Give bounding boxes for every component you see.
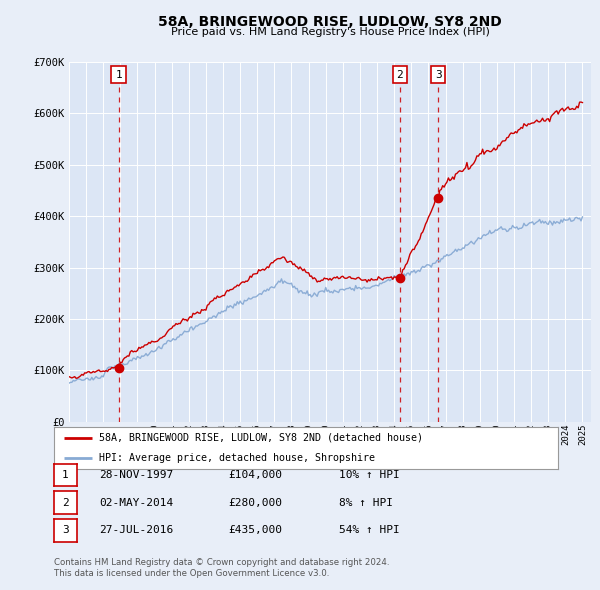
Text: 3: 3 [435, 70, 442, 80]
Text: 1: 1 [62, 470, 69, 480]
Text: Contains HM Land Registry data © Crown copyright and database right 2024.: Contains HM Land Registry data © Crown c… [54, 558, 389, 567]
Text: This data is licensed under the Open Government Licence v3.0.: This data is licensed under the Open Gov… [54, 569, 329, 578]
Text: 58A, BRINGEWOOD RISE, LUDLOW, SY8 2ND: 58A, BRINGEWOOD RISE, LUDLOW, SY8 2ND [158, 15, 502, 29]
Text: 3: 3 [62, 526, 69, 535]
Text: 58A, BRINGEWOOD RISE, LUDLOW, SY8 2ND (detached house): 58A, BRINGEWOOD RISE, LUDLOW, SY8 2ND (d… [100, 432, 424, 442]
Text: 1: 1 [115, 70, 122, 80]
Text: HPI: Average price, detached house, Shropshire: HPI: Average price, detached house, Shro… [100, 453, 376, 463]
Text: 27-JUL-2016: 27-JUL-2016 [99, 526, 173, 535]
Text: 2: 2 [397, 70, 403, 80]
Text: £280,000: £280,000 [228, 498, 282, 507]
Text: 54% ↑ HPI: 54% ↑ HPI [339, 526, 400, 535]
Text: 8% ↑ HPI: 8% ↑ HPI [339, 498, 393, 507]
Text: 28-NOV-1997: 28-NOV-1997 [99, 470, 173, 480]
Text: £435,000: £435,000 [228, 526, 282, 535]
Text: 2: 2 [62, 498, 69, 507]
Text: 02-MAY-2014: 02-MAY-2014 [99, 498, 173, 507]
Text: £104,000: £104,000 [228, 470, 282, 480]
Text: 10% ↑ HPI: 10% ↑ HPI [339, 470, 400, 480]
Text: Price paid vs. HM Land Registry's House Price Index (HPI): Price paid vs. HM Land Registry's House … [170, 27, 490, 37]
